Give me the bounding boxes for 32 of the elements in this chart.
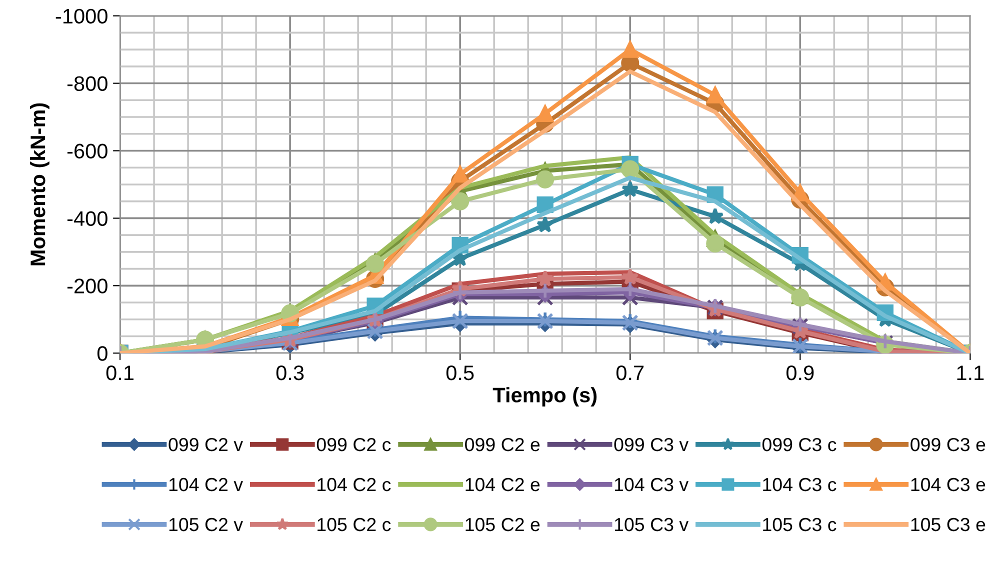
legend-label: 099 C3 e: [910, 438, 986, 452]
legend-label: 105 C2 v: [169, 518, 243, 532]
y-axis-title: Momento (kN-m): [30, 103, 50, 266]
x-tick-label: 0.3: [276, 365, 304, 380]
legend-label: 105 C2 c: [318, 518, 391, 532]
legend-label: 104 C2 v: [169, 478, 243, 492]
legend-label: 104 C3 e: [911, 478, 986, 492]
y-tick-label: 0: [97, 346, 108, 361]
x-axis-title: Tiempo (s): [492, 387, 597, 407]
legend-label: 105 C3 c: [763, 518, 836, 532]
legend-label: 104 C2 e: [466, 478, 540, 492]
legend-label: 099 C2 v: [168, 438, 243, 452]
y-tick-label: -400: [67, 211, 108, 226]
x-tick-label: 0.7: [616, 365, 644, 380]
legend-label: 105 C3 e: [911, 518, 986, 532]
legend-label: 104 C3 c: [763, 478, 836, 492]
legend-label: 099 C3 v: [614, 438, 689, 452]
x-tick-label: 0.5: [446, 365, 474, 380]
y-tick-label: -200: [67, 278, 108, 294]
legend-label: 099 C2 e: [465, 438, 540, 452]
y-tick-label: -800: [67, 76, 108, 92]
x-tick-label: 1.1: [957, 366, 984, 380]
legend-label: 104 C3 v: [614, 478, 689, 492]
legend-label: 104 C2 c: [318, 478, 391, 492]
y-tick-label: -1000: [56, 8, 108, 24]
y-tick-label: -600: [67, 144, 108, 158]
legend-label: 099 C3 c: [762, 438, 836, 452]
x-tick-label: 0.9: [786, 365, 814, 380]
x-tick-label: 0.1: [106, 365, 134, 380]
legend-label: 105 C2 e: [466, 518, 540, 532]
legend-label: 099 C2 c: [316, 438, 391, 452]
legend-label: 105 C3 v: [614, 518, 689, 532]
